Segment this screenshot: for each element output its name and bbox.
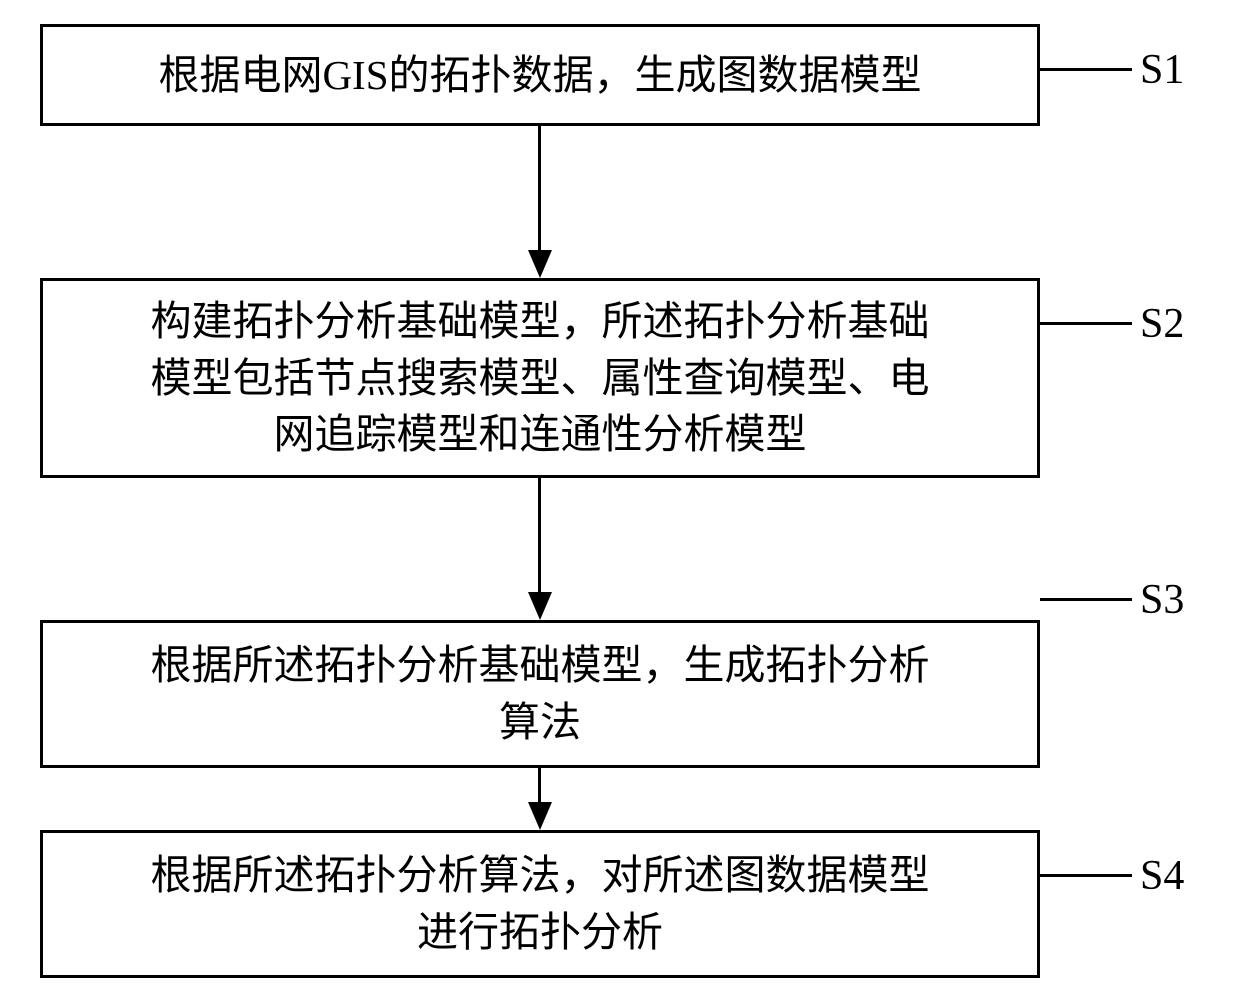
node-text: 根据电网GIS的拓扑数据，生成图数据模型 — [158, 47, 921, 104]
flowchart-node-s1: 根据电网GIS的拓扑数据，生成图数据模型 — [40, 24, 1040, 126]
flowchart-node-s3: 根据所述拓扑分析基础模型，生成拓扑分析 算法 — [40, 620, 1040, 768]
step-label-s4: S4 — [1140, 852, 1184, 900]
step-label-s3: S3 — [1140, 576, 1184, 624]
arrow-head-icon — [528, 802, 552, 830]
node-text: 根据所述拓扑分析算法，对所述图数据模型 进行拓扑分析 — [151, 847, 930, 960]
label-connector — [1040, 598, 1132, 601]
node-text: 构建拓扑分析基础模型，所述拓扑分析基础 模型包括节点搜索模型、属性查询模型、电 … — [151, 293, 930, 463]
arrow-line — [538, 478, 541, 592]
arrow-line — [538, 126, 541, 250]
arrow-line — [538, 768, 541, 802]
flowchart-node-s2: 构建拓扑分析基础模型，所述拓扑分析基础 模型包括节点搜索模型、属性查询模型、电 … — [40, 278, 1040, 478]
step-label-s2: S2 — [1140, 300, 1184, 348]
label-connector — [1040, 322, 1132, 325]
flowchart-node-s4: 根据所述拓扑分析算法，对所述图数据模型 进行拓扑分析 — [40, 830, 1040, 978]
step-label-s1: S1 — [1140, 46, 1184, 94]
label-connector — [1040, 874, 1132, 877]
node-text: 根据所述拓扑分析基础模型，生成拓扑分析 算法 — [151, 637, 930, 750]
arrow-head-icon — [528, 592, 552, 620]
arrow-head-icon — [528, 250, 552, 278]
label-connector — [1040, 68, 1132, 71]
flowchart-canvas: 根据电网GIS的拓扑数据，生成图数据模型 S1 构建拓扑分析基础模型，所述拓扑分… — [0, 0, 1240, 990]
